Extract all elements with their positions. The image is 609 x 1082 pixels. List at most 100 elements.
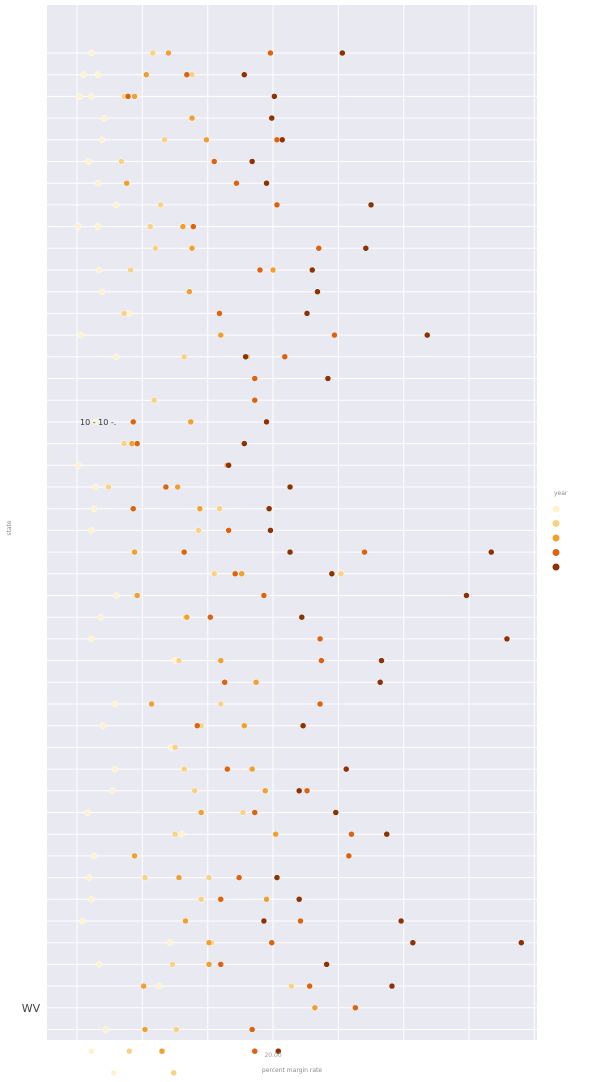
data-point: [110, 1069, 117, 1077]
data-point: [207, 613, 214, 621]
data-point: [111, 765, 119, 773]
data-point: [120, 310, 128, 317]
legend-swatch: [552, 534, 560, 542]
data-point: [231, 570, 239, 578]
data-point: [105, 483, 112, 491]
data-point: [127, 266, 134, 274]
data-point: [316, 700, 324, 708]
data-point: [195, 527, 202, 534]
data-point: [383, 830, 390, 838]
data-point: [178, 830, 185, 838]
x-axis-label: percent margin rate: [262, 1067, 322, 1074]
data-point: [187, 418, 194, 426]
gridlines: [47, 5, 537, 1074]
data-points: [75, 49, 525, 1077]
y-tick-labels: WV: [22, 1002, 41, 1015]
data-point: [88, 49, 95, 57]
data-point: [278, 136, 286, 144]
data-point: [268, 939, 275, 946]
data-point: [263, 179, 270, 187]
data-point: [188, 114, 196, 122]
data-point: [94, 71, 102, 78]
legend-swatch: [552, 549, 560, 556]
data-point: [94, 223, 102, 230]
data-point: [131, 548, 138, 556]
data-point: [162, 483, 170, 491]
data-point: [146, 223, 154, 230]
data-point: [113, 592, 120, 599]
data-point: [180, 353, 188, 361]
data-point: [158, 1047, 166, 1055]
data-point: [126, 1047, 133, 1055]
plot-background: [47, 5, 537, 1040]
data-point: [286, 483, 294, 491]
data-point: [88, 527, 95, 534]
data-point: [80, 71, 87, 78]
legend-swatch: [552, 520, 560, 527]
data-point: [225, 527, 232, 534]
data-point: [217, 700, 225, 708]
data-point: [242, 353, 249, 361]
data-point: [123, 179, 130, 187]
data-point: [133, 592, 141, 599]
legend: year: [552, 490, 568, 571]
data-point: [241, 440, 248, 447]
data-point: [241, 71, 248, 78]
data-point: [113, 353, 120, 361]
data-point: [352, 1004, 359, 1012]
data-point: [273, 874, 281, 881]
data-point: [323, 961, 330, 968]
data-point: [133, 440, 141, 447]
data-point: [90, 505, 98, 512]
data-point: [161, 136, 168, 144]
data-point: [205, 874, 213, 881]
data-point: [101, 114, 108, 122]
data-point: [281, 353, 289, 361]
data-point: [217, 961, 225, 968]
data-point: [362, 245, 370, 252]
data-point: [197, 896, 205, 903]
data-point: [376, 679, 384, 686]
data-point: [180, 548, 188, 556]
data-point: [267, 527, 274, 534]
data-point: [109, 787, 116, 795]
data-point: [348, 830, 355, 838]
x-tick-labels: 20.00: [264, 1052, 281, 1059]
data-point: [217, 896, 225, 903]
data-point: [248, 158, 256, 165]
data-point: [175, 657, 183, 664]
data-point: [179, 223, 187, 230]
data-point: [388, 982, 396, 990]
data-point: [203, 136, 210, 144]
x-tick-label: 20.00: [264, 1052, 281, 1059]
data-point: [149, 49, 157, 57]
data-point: [157, 201, 164, 209]
data-point: [342, 765, 350, 773]
data-point: [170, 1069, 177, 1077]
data-point: [79, 917, 86, 925]
data-point: [503, 635, 511, 643]
data-point: [180, 765, 188, 773]
data-point: [102, 1026, 110, 1033]
data-point: [252, 679, 260, 686]
data-point: [120, 440, 128, 447]
data-point: [463, 592, 470, 599]
data-point: [269, 266, 277, 274]
data-point: [239, 809, 247, 816]
data-point: [397, 917, 405, 925]
legend-swatch: [552, 563, 560, 571]
data-point: [88, 93, 95, 100]
data-point: [225, 462, 232, 469]
annotation: 10 - 10 -.: [80, 418, 116, 427]
data-point: [331, 331, 338, 339]
data-point: [131, 93, 138, 100]
data-point: [265, 505, 273, 512]
data-point: [75, 462, 82, 469]
data-point: [303, 787, 311, 795]
data-point: [156, 982, 163, 990]
data-point: [275, 1047, 282, 1055]
data-point: [260, 917, 268, 925]
data-point: [315, 245, 323, 252]
data-point: [488, 548, 495, 556]
data-point: [337, 570, 345, 578]
